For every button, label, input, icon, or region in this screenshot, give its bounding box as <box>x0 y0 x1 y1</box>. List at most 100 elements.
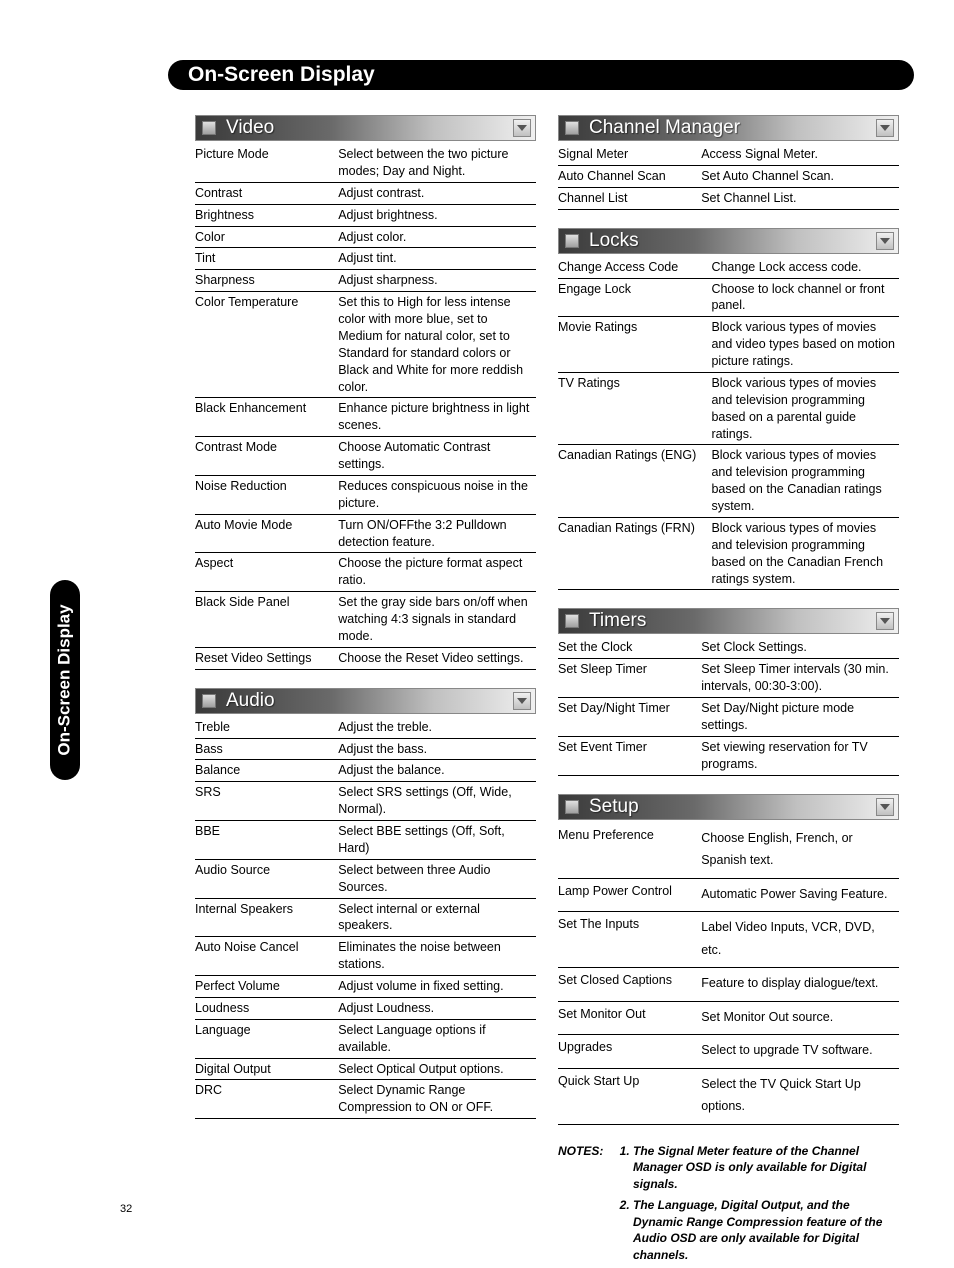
setting-description: Adjust brightness. <box>338 204 536 226</box>
setting-description: Choose the picture format aspect ratio. <box>338 553 536 592</box>
table-row: Engage LockChoose to lock channel or fro… <box>558 278 899 317</box>
note-item: The Signal Meter feature of the Channel … <box>633 1143 899 1193</box>
channelManager-title: Channel Manager <box>589 117 740 139</box>
side-tab: On-Screen Display <box>50 580 80 780</box>
header-box-icon <box>202 121 216 135</box>
table-row: Movie RatingsBlock various types of movi… <box>558 317 899 373</box>
timers-header: Timers <box>558 608 899 634</box>
setting-name: Set Monitor Out <box>558 1001 701 1035</box>
channel-manager-section: Channel Manager Signal MeterAccess Signal… <box>558 115 899 210</box>
table-row: Channel ListSet Channel List. <box>558 187 899 209</box>
table-row: ContrastAdjust contrast. <box>195 182 536 204</box>
setting-name: Upgrades <box>558 1035 701 1069</box>
setting-description: Block various types of movies and televi… <box>711 372 899 445</box>
setting-name: Signal Meter <box>558 144 701 165</box>
setting-description: Select Optical Output options. <box>338 1058 536 1080</box>
dropdown-arrow-icon <box>876 798 894 816</box>
setting-description: Set viewing reservation for TV programs. <box>701 736 899 775</box>
table-row: Canadian Ratings (FRN)Block various type… <box>558 517 899 590</box>
setting-name: BBE <box>195 821 338 860</box>
setup-title: Setup <box>589 796 639 818</box>
setting-description: Eliminates the noise between stations. <box>338 937 536 976</box>
setting-description: Select BBE settings (Off, Soft, Hard) <box>338 821 536 860</box>
setting-name: DRC <box>195 1080 338 1119</box>
setting-name: Movie Ratings <box>558 317 711 373</box>
setting-name: Contrast <box>195 182 338 204</box>
setting-description: Select between the two picture modes; Da… <box>338 144 536 182</box>
table-row: Set the ClockSet Clock Settings. <box>558 637 899 658</box>
setting-description: Automatic Power Saving Feature. <box>701 878 899 912</box>
table-row: ColorAdjust color. <box>195 226 536 248</box>
setting-name: Black Enhancement <box>195 398 338 437</box>
table-row: UpgradesSelect to upgrade TV software. <box>558 1035 899 1069</box>
dropdown-arrow-icon <box>876 119 894 137</box>
left-column: Video Picture ModeSelect between the two … <box>195 115 536 1268</box>
table-row: Digital OutputSelect Optical Output opti… <box>195 1058 536 1080</box>
setting-name: Set Day/Night Timer <box>558 698 701 737</box>
table-row: BassAdjust the bass. <box>195 738 536 760</box>
setting-description: Block various types of movies and televi… <box>711 445 899 518</box>
setting-name: Tint <box>195 248 338 270</box>
setting-description: Choose English, French, or Spanish text. <box>701 823 899 879</box>
setting-description: Block various types of movies and televi… <box>711 517 899 590</box>
setting-name: TV Ratings <box>558 372 711 445</box>
channelManager-table: Signal MeterAccess Signal Meter.Auto Cha… <box>558 144 899 210</box>
setting-description: Adjust the bass. <box>338 738 536 760</box>
setting-description: Adjust Loudness. <box>338 997 536 1019</box>
setting-description: Set this to High for less intense color … <box>338 292 536 398</box>
setting-description: Turn ON/OFFthe 3:2 Pulldown detection fe… <box>338 514 536 553</box>
video-table: Picture ModeSelect between the two pictu… <box>195 144 536 670</box>
locks-title: Locks <box>589 230 639 252</box>
setting-name: Quick Start Up <box>558 1068 701 1124</box>
setting-name: Lamp Power Control <box>558 878 701 912</box>
table-row: Set Day/Night TimerSet Day/Night picture… <box>558 698 899 737</box>
setting-name: Aspect <box>195 553 338 592</box>
notes-label: NOTES: <box>558 1143 623 1160</box>
table-row: Color TemperatureSet this to High for le… <box>195 292 536 398</box>
video-header: Video <box>195 115 536 141</box>
setting-description: Choose to lock channel or front panel. <box>711 278 899 317</box>
audio-header: Audio <box>195 688 536 714</box>
setting-description: Set Day/Night picture mode settings. <box>701 698 899 737</box>
header-box-icon <box>565 614 579 628</box>
setting-name: Change Access Code <box>558 257 711 278</box>
dropdown-arrow-icon <box>876 232 894 250</box>
setting-name: Bass <box>195 738 338 760</box>
setting-name: Audio Source <box>195 859 338 898</box>
setting-description: Adjust contrast. <box>338 182 536 204</box>
setting-name: Noise Reduction <box>195 475 338 514</box>
setting-name: Engage Lock <box>558 278 711 317</box>
locks-section: LocksChange Access CodeChange Lock acces… <box>558 228 899 591</box>
setting-description: Feature to display dialogue/text. <box>701 968 899 1002</box>
setting-name: Auto Noise Cancel <box>195 937 338 976</box>
side-tab-label: On-Screen Display <box>55 604 75 755</box>
timers-title: Timers <box>589 610 646 632</box>
video-section: Video Picture ModeSelect between the two … <box>195 115 536 670</box>
setting-description: Select to upgrade TV software. <box>701 1035 899 1069</box>
table-row: Menu PreferenceChoose English, French, o… <box>558 823 899 879</box>
table-row: Set Monitor OutSet Monitor Out source. <box>558 1001 899 1035</box>
locks-header: Locks <box>558 228 899 254</box>
setting-name: Menu Preference <box>558 823 701 879</box>
table-row: Set Sleep TimerSet Sleep Timer intervals… <box>558 659 899 698</box>
setting-name: Loudness <box>195 997 338 1019</box>
table-row: TV RatingsBlock various types of movies … <box>558 372 899 445</box>
header-box-icon <box>565 121 579 135</box>
setting-description: Reduces conspicuous noise in the picture… <box>338 475 536 514</box>
right-column: Channel Manager Signal MeterAccess Signal… <box>558 115 899 1268</box>
setting-description: Access Signal Meter. <box>701 144 899 165</box>
setting-description: Select between three Audio Sources. <box>338 859 536 898</box>
setting-name: Black Side Panel <box>195 592 338 648</box>
setting-name: Set The Inputs <box>558 912 701 968</box>
setting-name: Set Event Timer <box>558 736 701 775</box>
notes-list: The Signal Meter feature of the Channel … <box>633 1143 899 1265</box>
page-title-bar: On-Screen Display <box>168 60 914 90</box>
table-row: Picture ModeSelect between the two pictu… <box>195 144 536 182</box>
setting-description: Adjust color. <box>338 226 536 248</box>
channelManager-header: Channel Manager <box>558 115 899 141</box>
setting-name: Language <box>195 1019 338 1058</box>
timers-section: TimersSet the ClockSet Clock Settings.Se… <box>558 608 899 775</box>
note-item: The Language, Digital Output, and the Dy… <box>633 1197 899 1264</box>
setting-description: Select SRS settings (Off, Wide, Normal). <box>338 782 536 821</box>
table-row: BalanceAdjust the balance. <box>195 760 536 782</box>
